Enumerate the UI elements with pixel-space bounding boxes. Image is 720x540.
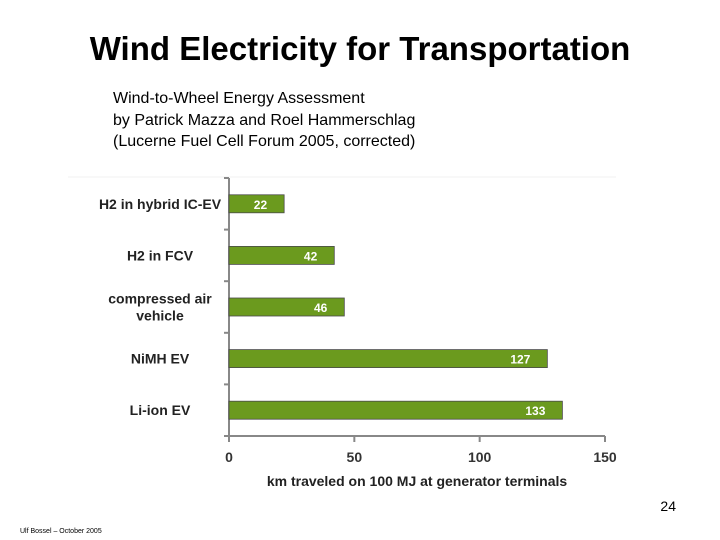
subtitle-line-3: (Lucerne Fuel Cell Forum 2005, corrected… <box>113 133 416 150</box>
bar <box>228 246 335 265</box>
category-label: compressed air <box>108 291 212 307</box>
bar-value-label: 46 <box>314 301 328 315</box>
category-label: NiMH EV <box>131 351 190 367</box>
x-axis-label: km traveled on 100 MJ at generator termi… <box>267 473 568 489</box>
slide-title: Wind Electricity for Transportation <box>89 30 631 67</box>
bar-value-label: 42 <box>304 249 318 263</box>
bar-value-label: 22 <box>254 198 268 212</box>
x-tick-label: 0 <box>225 449 233 465</box>
category-label: H2 in FCV <box>127 247 194 263</box>
page-number: 24 <box>660 498 676 514</box>
bar <box>228 349 548 369</box>
bar <box>228 400 563 420</box>
footer-credit: Ulf Bossel – October 2005 <box>20 528 102 535</box>
category-label: vehicle <box>136 308 184 324</box>
subtitle-line-1: Wind-to-Wheel Energy Assessment <box>113 90 365 107</box>
category-label: Li-ion EV <box>130 402 191 418</box>
bar-chart: 22 H2 in hybrid IC-EV 42 H2 in FCV 46 compres… <box>68 176 617 489</box>
category-label: H2 in hybrid IC-EV <box>99 196 222 212</box>
bar-value-label: 127 <box>510 353 530 367</box>
x-tick-label: 100 <box>468 449 492 465</box>
x-tick-label: 150 <box>593 449 617 465</box>
bar <box>228 194 285 214</box>
bar <box>228 297 345 317</box>
subtitle-line-2: by Patrick Mazza and Roel Hammerschlag <box>113 112 416 129</box>
bar-value-label: 133 <box>525 404 545 418</box>
x-tick-label: 50 <box>347 449 363 465</box>
